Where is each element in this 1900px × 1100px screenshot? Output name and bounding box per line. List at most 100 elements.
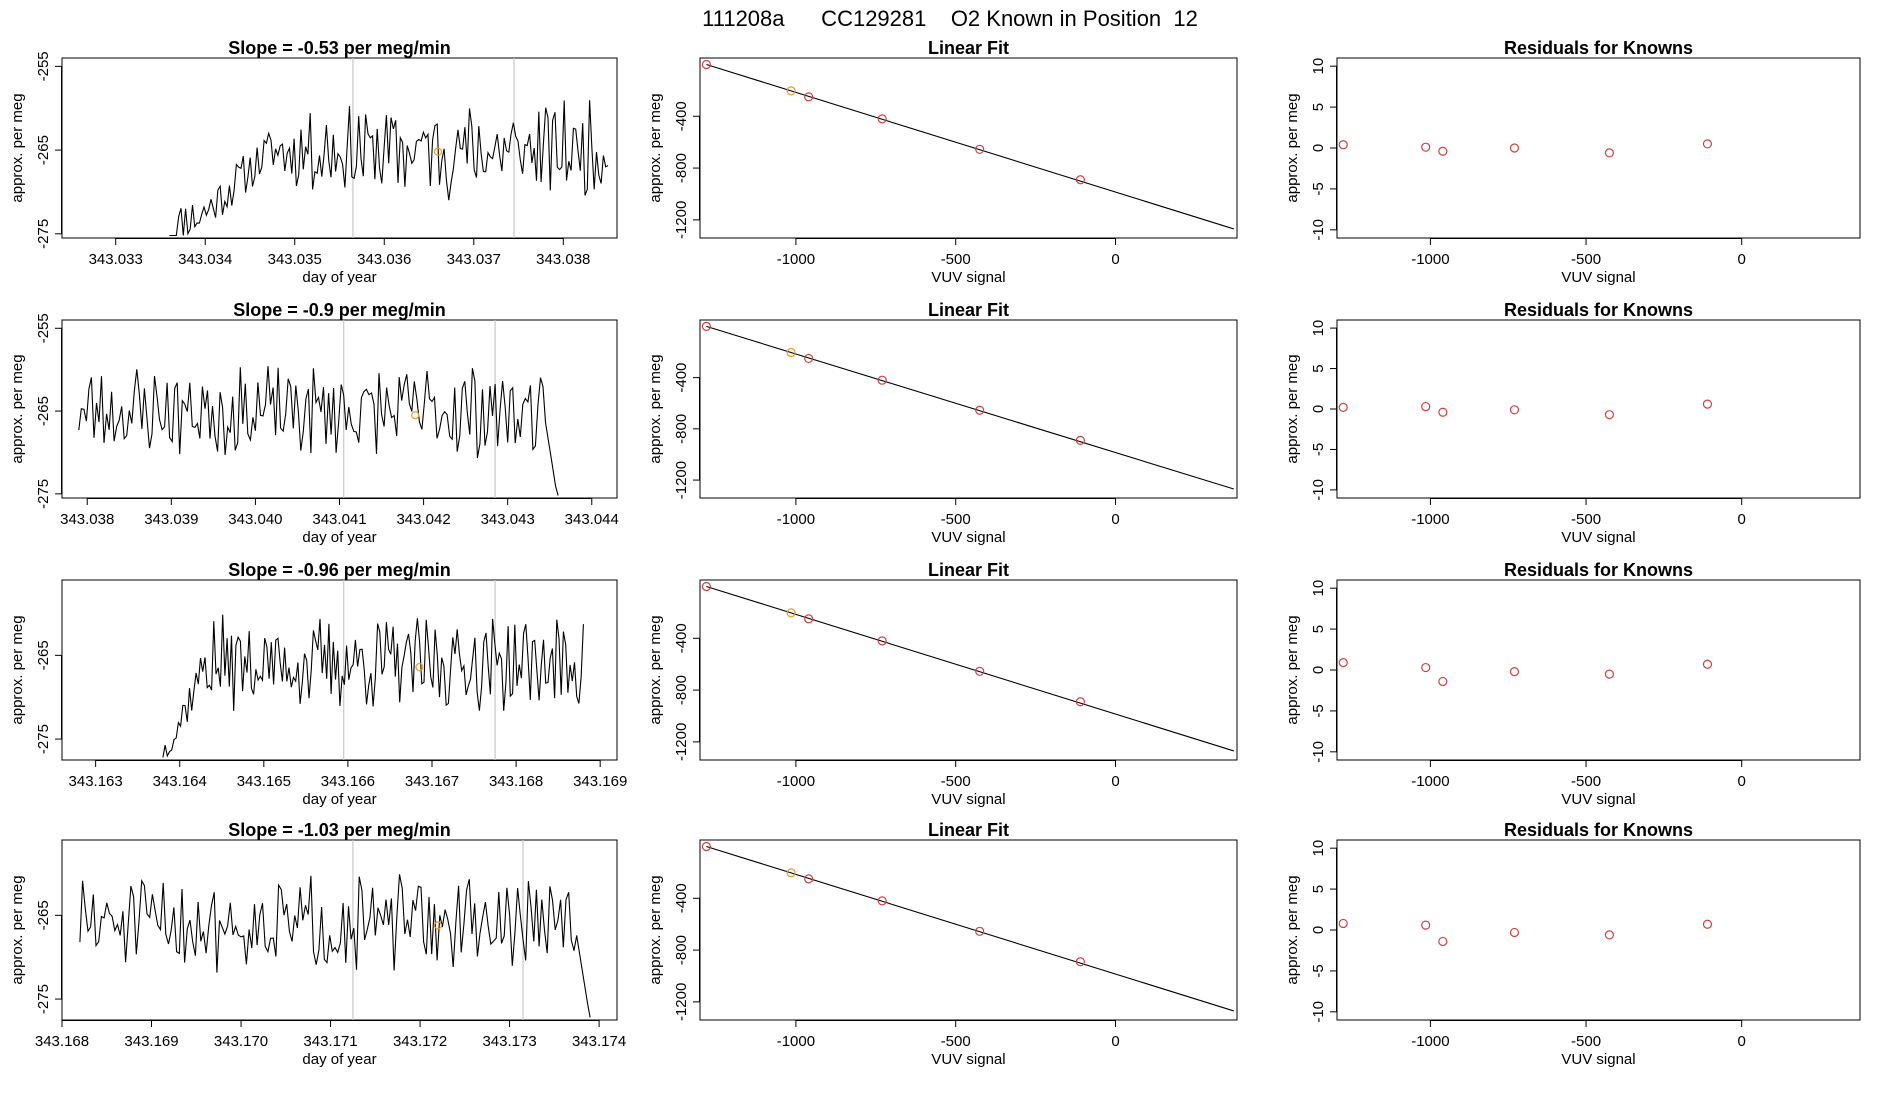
data-series-line	[162, 614, 584, 758]
y-tick-label: -1200	[673, 201, 690, 239]
y-tick-label: -800	[673, 935, 690, 965]
x-tick-label: -500	[941, 773, 971, 790]
plot-frame	[1336, 57, 1861, 239]
x-tick-label: -500	[1571, 511, 1601, 528]
x-tick-label: -1000	[777, 773, 815, 790]
x-axis-label: day of year	[302, 1051, 376, 1068]
y-tick-label: 10	[1310, 840, 1327, 857]
scatter-point	[804, 353, 814, 364]
scatter-point	[1438, 676, 1448, 687]
y-tick-label: -275	[35, 479, 52, 509]
panel: Linear Fit -1000 -500 0 VUV signal -400 -800 -1…	[647, 300, 1238, 546]
scatter-point	[1509, 143, 1520, 153]
data-series-line	[169, 100, 609, 237]
x-tick-label: 0	[1111, 773, 1119, 790]
panel-title: Linear Fit	[928, 300, 1009, 320]
scatter-point	[877, 375, 887, 385]
scatter-point	[1604, 410, 1614, 420]
y-tick-label: 10	[1310, 320, 1327, 337]
x-axis-label: VUV signal	[931, 791, 1005, 808]
scatter-point	[1438, 146, 1448, 156]
x-tick-label: 0	[1111, 511, 1119, 528]
scatter-point	[1604, 148, 1614, 158]
scatter-point	[786, 86, 796, 96]
panel-title: Residuals for Knowns	[1504, 820, 1693, 840]
scatter-point	[1509, 667, 1520, 677]
y-tick-label: -800	[673, 414, 690, 444]
scatter-point	[1338, 140, 1348, 150]
y-tick-label: 5	[1310, 103, 1327, 111]
panel: Slope = -0.53 per meg/min 343.033 343.034 3…	[9, 38, 618, 286]
panel: Residuals for Knowns -1000 -500 0 VUV signal…	[1284, 820, 1861, 1068]
scatter-point	[804, 874, 814, 884]
y-tick-label: -10	[1310, 1001, 1327, 1023]
scatter-point	[1338, 658, 1348, 668]
y-tick-label: -265	[35, 396, 52, 426]
scatter-point	[1702, 139, 1713, 149]
panel: Slope = -1.03 per meg/min 343.168 343.169 3…	[9, 820, 626, 1068]
fit-line	[706, 845, 1234, 1012]
y-tick-label: -400	[673, 883, 690, 913]
scatter-point	[1075, 697, 1085, 707]
y-tick-label: 0	[1310, 405, 1327, 413]
scatter-point	[1338, 402, 1348, 412]
x-axis-label: day of year	[302, 269, 376, 286]
y-axis-label: approx. per meg	[1284, 615, 1301, 724]
x-tick-label: 343.036	[357, 251, 411, 268]
x-tick-label: 343.169	[573, 773, 627, 790]
y-tick-label: -1200	[673, 723, 690, 761]
y-axis-label: approx. per meg	[1284, 875, 1301, 984]
scatter-point	[1338, 918, 1348, 929]
x-tick-label: -1000	[1411, 511, 1449, 528]
y-axis-label: approx. per meg	[9, 93, 26, 202]
scatter-point	[975, 405, 985, 415]
y-tick-label: 5	[1310, 625, 1327, 633]
plot-frame	[699, 57, 1238, 239]
y-tick-label: -1200	[673, 983, 690, 1021]
figure-title: 111208a CC129281 O2 Known in Position 12	[702, 6, 1198, 31]
plot-frame	[699, 839, 1238, 1021]
x-tick-label: -500	[1571, 773, 1601, 790]
x-tick-label: 343.038	[60, 511, 114, 528]
x-axis-label: day of year	[302, 791, 376, 808]
y-tick-label: 0	[1310, 144, 1327, 152]
y-axis-label: approx. per meg	[647, 615, 664, 724]
x-tick-label: 343.168	[35, 1033, 89, 1050]
y-axis-label: approx. per meg	[647, 354, 664, 463]
scatter-point	[786, 347, 796, 358]
x-tick-label: 343.044	[565, 511, 619, 528]
scatter-point	[1075, 957, 1085, 967]
scatter-point	[1438, 407, 1448, 417]
x-tick-label: 343.170	[214, 1033, 268, 1050]
panel: Slope = -0.9 per meg/min 343.038 343.039 34…	[9, 300, 619, 546]
plot-frame	[61, 839, 618, 1021]
scatter-point	[1604, 669, 1614, 679]
x-tick-label: -500	[1571, 251, 1601, 268]
y-tick-label: -5	[1310, 182, 1327, 195]
plot-frame	[1336, 319, 1861, 499]
scatter-point	[1604, 930, 1614, 940]
x-tick-label: -1000	[777, 251, 815, 268]
scatter-point	[1509, 405, 1520, 415]
y-tick-label: -275	[35, 984, 52, 1014]
panel-title: Linear Fit	[928, 560, 1009, 580]
x-axis-label: VUV signal	[1561, 529, 1635, 546]
scatter-point	[975, 666, 985, 676]
scatter-point	[1075, 175, 1085, 185]
x-tick-label: 343.040	[228, 511, 282, 528]
panel-title: Linear Fit	[928, 820, 1009, 840]
scatter-point	[877, 896, 887, 906]
x-tick-label: 343.171	[303, 1033, 357, 1050]
y-tick-label: -275	[35, 219, 52, 249]
known-marker-point	[433, 147, 443, 156]
x-tick-label: 343.033	[89, 251, 143, 268]
scatter-point	[975, 926, 985, 936]
fit-line	[706, 585, 1234, 752]
y-tick-label: -5	[1310, 443, 1327, 456]
y-tick-label: -265	[35, 640, 52, 670]
x-tick-label: 343.039	[144, 511, 198, 528]
x-tick-label: 343.168	[489, 773, 543, 790]
x-tick-label: -500	[941, 1033, 971, 1050]
x-tick-label: 343.174	[572, 1033, 626, 1050]
x-tick-label: 343.035	[268, 251, 322, 268]
